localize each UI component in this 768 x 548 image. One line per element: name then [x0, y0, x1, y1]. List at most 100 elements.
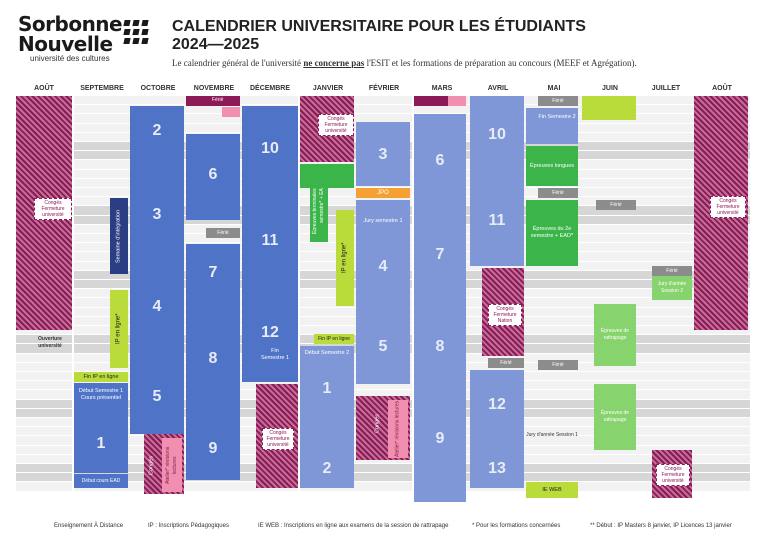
day-cell — [526, 316, 582, 326]
month-header: FÉVRIER — [368, 85, 400, 92]
day-cell — [74, 105, 130, 115]
event-atelier-oct: Atelier* révisions lectures — [162, 438, 182, 492]
day-cell — [638, 326, 694, 336]
day-cell — [130, 96, 186, 106]
event-jury-s1: Jury semestre 1 — [363, 218, 403, 224]
event-ie-web: IE WEB — [526, 482, 578, 498]
day-cell — [74, 206, 130, 216]
month-header: MAI — [547, 85, 561, 92]
header: CALENDRIER UNIVERSITAIRE POUR LES ÉTUDIA… — [172, 18, 637, 68]
day-cell — [74, 114, 130, 124]
day-cell — [526, 298, 582, 308]
day-cell — [74, 270, 130, 280]
week-number: 5 — [378, 338, 388, 355]
week-number: 3 — [152, 206, 162, 223]
day-cell — [16, 344, 72, 354]
day-cell — [638, 344, 694, 354]
week-number: 11 — [261, 232, 279, 249]
day-cell — [526, 381, 582, 391]
day-cell — [414, 105, 470, 115]
month-header: JANVIER — [312, 85, 344, 92]
week-number: 3 — [378, 146, 388, 163]
day-cell — [526, 445, 582, 455]
week-number: 4 — [378, 258, 388, 275]
day-cell — [526, 399, 582, 409]
event-ferie-pentecote: Férié — [596, 200, 636, 210]
day-cell — [300, 307, 356, 317]
day-cell — [638, 206, 694, 216]
event-s1-nov-a — [186, 134, 240, 220]
day-cell — [694, 326, 750, 336]
day-cell — [638, 132, 694, 142]
month-header: AVRIL — [487, 85, 509, 92]
day-cell — [356, 381, 412, 391]
week-number: 11 — [488, 212, 506, 229]
event-pink-nov — [222, 107, 240, 117]
page-title: CALENDRIER UNIVERSITAIRE POUR LES ÉTUDIA… — [172, 18, 586, 35]
subtitle-text-end: l'ESIT et les formations de préparation … — [364, 58, 637, 68]
event-s2-avril-b — [470, 370, 524, 488]
day-cell — [300, 215, 356, 225]
day-cell — [582, 151, 638, 161]
day-cell — [526, 427, 582, 437]
day-cell — [638, 408, 694, 418]
day-cell — [74, 160, 130, 170]
event-jury-annee-s1: Jury d'année Session 1 — [526, 431, 578, 438]
event-jury-annee-s2: Jury d'année Session 2 — [652, 276, 692, 300]
day-cell — [74, 197, 130, 207]
day-cell — [74, 224, 130, 234]
event-epreuves-bg — [300, 164, 354, 188]
event-s2-feb-a — [356, 122, 410, 186]
day-cell — [16, 326, 72, 336]
day-cell — [526, 408, 582, 418]
month-header: JUILLET — [651, 85, 681, 92]
day-cell — [186, 114, 242, 124]
day-cell — [300, 280, 356, 290]
logo-line-1: Sorbonne — [18, 12, 123, 36]
day-cell — [694, 418, 750, 428]
day-cell — [638, 362, 694, 372]
week-number: 5 — [152, 388, 162, 405]
day-cell — [582, 188, 638, 198]
week-number: 12 — [261, 324, 279, 341]
week-number: 8 — [435, 338, 445, 355]
day-cell — [582, 473, 638, 483]
event-conges-feb-label: Congés — [374, 414, 381, 434]
day-cell — [582, 123, 638, 133]
day-cell — [16, 418, 72, 428]
day-cell — [16, 362, 72, 372]
day-cell — [356, 105, 412, 115]
day-cell — [694, 372, 750, 382]
day-cell — [526, 390, 582, 400]
week-number: 7 — [435, 246, 445, 263]
day-cell — [638, 316, 694, 326]
event-mars-pink — [448, 96, 466, 106]
event-conges-fermeture-jan: Congés Fermeture université — [318, 114, 354, 136]
event-s1-nov-b — [186, 244, 240, 480]
event-ip-en-ligne: IP en ligne* — [110, 290, 128, 368]
week-number: 7 — [208, 264, 218, 281]
day-cell — [526, 372, 582, 382]
day-cell — [694, 445, 750, 455]
day-cell — [638, 335, 694, 345]
day-cell — [638, 142, 694, 152]
day-cell — [638, 105, 694, 115]
subtitle-emphasis: ne concerne pas — [303, 58, 365, 68]
event-ferie-8mai: Férié — [538, 188, 578, 198]
day-cell — [16, 473, 72, 483]
day-cell — [186, 234, 242, 244]
logo-mark-icon — [123, 20, 149, 44]
day-cell — [16, 427, 72, 437]
day-cell — [300, 289, 356, 299]
logo-line-2: Nouvelle — [18, 32, 113, 56]
day-cell — [186, 482, 242, 492]
event-rattrapage-a: Épreuves de rattrapage — [594, 304, 636, 366]
week-number: 6 — [208, 166, 218, 183]
event-fin-s1: Fin Semestre 1 — [260, 348, 290, 361]
day-cell — [74, 188, 130, 198]
day-cell — [356, 464, 412, 474]
day-cell — [526, 436, 582, 446]
day-cell — [638, 307, 694, 317]
legend-formations: * Pour les formations concernées — [472, 523, 561, 529]
event-fin-ip-jan: Fin IP en ligne — [314, 334, 354, 344]
